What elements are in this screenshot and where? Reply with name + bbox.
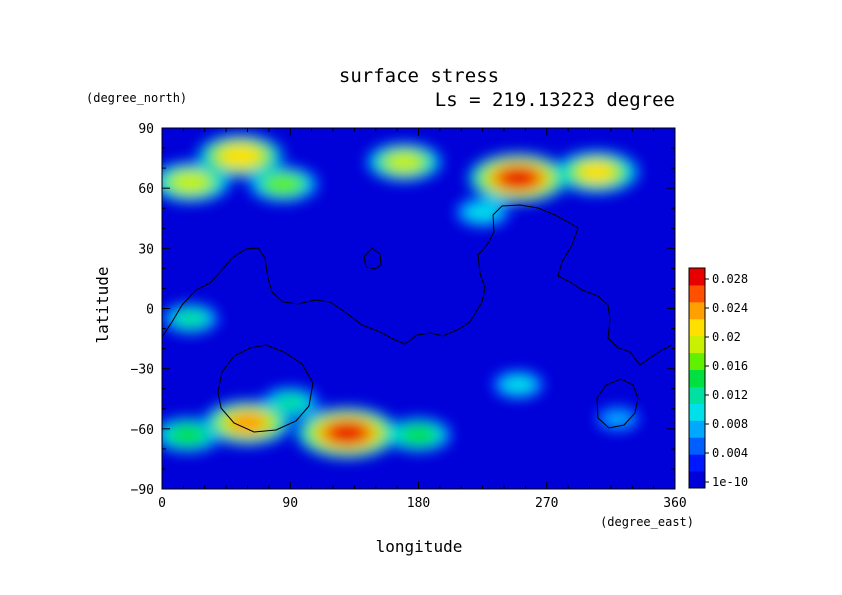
colorbar-label: 0.028 bbox=[712, 272, 748, 286]
colorbar bbox=[688, 267, 706, 489]
colorbar-label: 1e-10 bbox=[712, 475, 748, 489]
basin-argyre bbox=[596, 378, 639, 429]
colorbar-label: 0.012 bbox=[712, 388, 748, 402]
x-axis-label: longitude bbox=[376, 537, 463, 556]
field-ring bbox=[385, 151, 424, 173]
colorbar-label: 0.004 bbox=[712, 446, 748, 460]
field-peak-9 bbox=[162, 162, 230, 203]
colorbar-label: 0.024 bbox=[712, 301, 748, 315]
field-peak-7 bbox=[247, 165, 319, 203]
field-peak-8 bbox=[366, 142, 443, 182]
y-tick-label: −30 bbox=[131, 363, 154, 378]
field-ring bbox=[171, 171, 210, 193]
field-peak-10 bbox=[554, 150, 639, 194]
field-peak-2 bbox=[454, 197, 511, 227]
x-unit-label: (degree_east) bbox=[600, 515, 694, 529]
field-ring bbox=[169, 424, 206, 445]
colorbar-swatch bbox=[689, 454, 705, 472]
colorbar-swatch bbox=[689, 386, 705, 404]
colorbar-swatch bbox=[689, 369, 705, 387]
colorbar-swatch bbox=[689, 268, 705, 286]
colorbar-swatch bbox=[689, 437, 705, 455]
y-axis-label: latitude bbox=[93, 266, 112, 343]
colorbar-swatch bbox=[689, 471, 705, 489]
field-ring bbox=[400, 425, 437, 445]
chart-subtitle: Ls = 219.13223 degree bbox=[435, 89, 675, 111]
colorbar-swatch bbox=[689, 403, 705, 421]
x-tick-label: 90 bbox=[282, 496, 298, 511]
colorbar-swatch bbox=[689, 420, 705, 438]
plot-area bbox=[162, 128, 675, 489]
colorbar-labels: 0.028 0.024 0.02 0.016 0.012 0.008 0.004 1e-10 bbox=[705, 272, 748, 489]
y-tick-label: 0 bbox=[146, 303, 154, 318]
y-tick-label: −60 bbox=[131, 423, 154, 438]
stress-field bbox=[162, 134, 641, 459]
colorbar-label: 0.008 bbox=[712, 417, 748, 431]
y-tick-label: 90 bbox=[138, 122, 154, 137]
y-unit-label: (degree_north) bbox=[86, 91, 187, 105]
basin-hellas bbox=[217, 344, 314, 433]
colorbar-swatch bbox=[689, 335, 705, 354]
x-tick-label: 0 bbox=[158, 496, 166, 511]
field-peak-14 bbox=[296, 407, 398, 459]
coastline-contours bbox=[162, 204, 673, 433]
colorbar-label: 0.02 bbox=[712, 330, 741, 344]
field-peak-13 bbox=[468, 153, 568, 203]
colorbar-swatch bbox=[689, 318, 705, 337]
field-peak-5 bbox=[385, 417, 452, 452]
colorbar-swatch bbox=[689, 352, 705, 371]
x-tick-label: 180 bbox=[407, 496, 430, 511]
coastline-west bbox=[162, 204, 673, 366]
field-ring bbox=[227, 411, 268, 434]
x-tick-label: 270 bbox=[535, 496, 558, 511]
x-ticks: 0 90 180 270 360 bbox=[158, 128, 687, 511]
colorbar-label: 0.016 bbox=[712, 359, 748, 373]
colorbar-swatch bbox=[689, 284, 705, 303]
field-ring bbox=[173, 309, 208, 328]
colorbar-swatch bbox=[689, 301, 705, 320]
y-tick-label: 30 bbox=[138, 242, 154, 257]
field-peak-3 bbox=[162, 303, 220, 334]
field-ring bbox=[325, 421, 369, 445]
x-tick-label: 360 bbox=[663, 496, 686, 511]
field-peak-0 bbox=[595, 406, 641, 432]
chart-title: surface stress bbox=[339, 65, 499, 87]
field-ring bbox=[501, 375, 535, 394]
field-peak-11 bbox=[197, 134, 284, 178]
y-ticks: 90 60 30 0 −30 −60 −90 bbox=[131, 122, 675, 498]
field-ring bbox=[465, 202, 500, 222]
field-ring bbox=[497, 166, 540, 190]
field-ring bbox=[272, 393, 308, 413]
field-ring bbox=[577, 161, 617, 183]
y-tick-label: 60 bbox=[138, 182, 154, 197]
field-peak-1 bbox=[491, 370, 545, 399]
field-ring bbox=[220, 145, 261, 167]
field-peak-12 bbox=[203, 400, 292, 446]
field-ring bbox=[264, 174, 302, 195]
coastline-small-island bbox=[363, 247, 382, 270]
y-tick-label: −90 bbox=[131, 483, 154, 498]
colorbar-frame bbox=[688, 267, 706, 489]
